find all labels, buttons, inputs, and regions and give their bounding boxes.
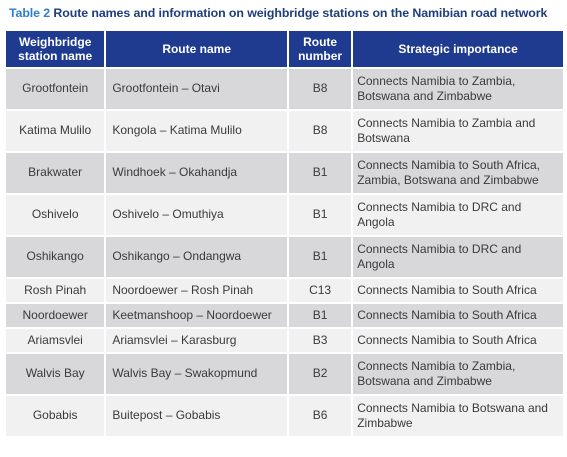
table-row: Noordoewer Keetmanshoop – Noordoewer B1 … — [6, 304, 563, 327]
weighbridge-table: Weighbridge station name Route name Rout… — [4, 29, 565, 438]
importance-cell: Connects Namibia to South Africa — [353, 304, 563, 327]
importance-cell: Connects Namibia to South Africa, Zambia… — [353, 153, 563, 193]
table-row: Grootfontein Grootfontein – Otavi B8 Con… — [6, 69, 563, 109]
header-importance: Strategic importance — [353, 31, 563, 67]
route-name-cell: Windhoek – Okahandja — [106, 153, 287, 193]
route-name-cell: Buitepost – Gobabis — [106, 396, 287, 436]
table-row: Oshivelo Oshivelo – Omuthiya B1 Connects… — [6, 195, 563, 235]
table-row: Brakwater Windhoek – Okahandja B1 Connec… — [6, 153, 563, 193]
station-cell: Brakwater — [6, 153, 105, 193]
importance-cell: Connects Namibia to Botswana and Zimbabw… — [353, 396, 563, 436]
table-title: Route names and information on weighbrid… — [53, 6, 548, 20]
table-row: Oshikango Oshikango – Ondangwa B1 Connec… — [6, 237, 563, 277]
route-number-cell: B1 — [288, 237, 352, 277]
importance-cell: Connects Namibia to DRC and Angola — [353, 237, 563, 277]
route-number-cell: B2 — [288, 354, 352, 394]
importance-cell: Connects Namibia to Zambia, Botswana and… — [353, 354, 563, 394]
route-number-cell: B8 — [288, 111, 352, 151]
route-number-cell: B1 — [288, 195, 352, 235]
table-row: Rosh Pinah Noordoewer – Rosh Pinah C13 C… — [6, 279, 563, 302]
importance-cell: Connects Namibia to DRC and Angola — [353, 195, 563, 235]
table-row: Walvis Bay Walvis Bay – Swakopmund B2 Co… — [6, 354, 563, 394]
route-name-cell: Oshikango – Ondangwa — [106, 237, 287, 277]
station-cell: Gobabis — [6, 396, 105, 436]
route-number-cell: B8 — [288, 69, 352, 109]
header-route-number: Route number — [288, 31, 352, 67]
route-number-cell: B1 — [288, 304, 352, 327]
header-row: Weighbridge station name Route name Rout… — [6, 31, 563, 67]
station-cell: Ariamsvlei — [6, 329, 105, 352]
station-cell: Oshikango — [6, 237, 105, 277]
station-cell: Rosh Pinah — [6, 279, 105, 302]
importance-cell: Connects Namibia to Zambia, Botswana and… — [353, 69, 563, 109]
route-name-cell: Noordoewer – Rosh Pinah — [106, 279, 287, 302]
table-number: Table 2 — [9, 6, 51, 20]
route-name-cell: Kongola – Katima Mulilo — [106, 111, 287, 151]
route-name-cell: Ariamsvlei – Karasburg — [106, 329, 287, 352]
station-cell: Oshivelo — [6, 195, 105, 235]
table-row: Katima Mulilo Kongola – Katima Mulilo B8… — [6, 111, 563, 151]
route-name-cell: Grootfontein – Otavi — [106, 69, 287, 109]
route-name-cell: Keetmanshoop – Noordoewer — [106, 304, 287, 327]
station-cell: Grootfontein — [6, 69, 105, 109]
route-name-cell: Oshivelo – Omuthiya — [106, 195, 287, 235]
table-row: Gobabis Buitepost – Gobabis B6 Connects … — [6, 396, 563, 436]
route-number-cell: B6 — [288, 396, 352, 436]
route-name-cell: Walvis Bay – Swakopmund — [106, 354, 287, 394]
route-number-cell: B3 — [288, 329, 352, 352]
header-route-name: Route name — [106, 31, 287, 67]
station-cell: Walvis Bay — [6, 354, 105, 394]
station-cell: Katima Mulilo — [6, 111, 105, 151]
importance-cell: Connects Namibia to Zambia and Botswana — [353, 111, 563, 151]
importance-cell: Connects Namibia to South Africa — [353, 329, 563, 352]
route-number-cell: B1 — [288, 153, 352, 193]
header-station: Weighbridge station name — [6, 31, 105, 67]
importance-cell: Connects Namibia to South Africa — [353, 279, 563, 302]
table-caption: Table 2 Route names and information on w… — [9, 6, 561, 20]
station-cell: Noordoewer — [6, 304, 105, 327]
route-number-cell: C13 — [288, 279, 352, 302]
table-row: Ariamsvlei Ariamsvlei – Karasburg B3 Con… — [6, 329, 563, 352]
